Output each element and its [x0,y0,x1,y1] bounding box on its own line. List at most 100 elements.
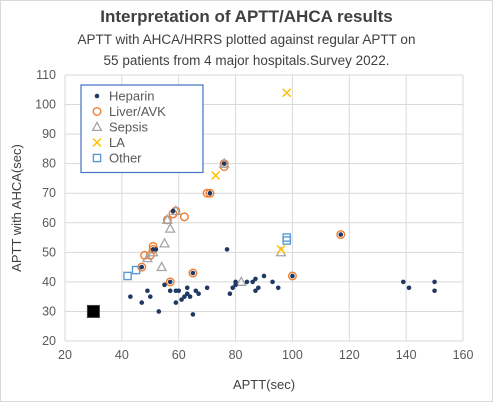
point-heparin [401,279,406,285]
point-heparin [230,285,236,291]
point-heparin [170,208,176,214]
point-heparin [227,291,233,297]
point-other [131,265,141,275]
point-liver-avk [179,212,189,222]
chart-subtitle-line-1: APTT with AHCA/HRRS plotted against regu… [77,32,416,47]
legend-label-liver-avk: Liver/AVK [109,104,166,119]
x-tick-label: 160 [453,348,474,362]
y-tick-label: 70 [42,186,56,200]
point-heparin [167,288,173,294]
point-sepsis [235,275,247,286]
point-other [282,233,292,242]
point-liver-avk [336,230,346,240]
point-heparin [233,282,238,288]
point-heparin [167,279,173,285]
y-tick-label: 50 [42,245,56,259]
point-heparin [156,309,162,314]
legend-marker-liver-avk [92,106,102,116]
x-axis-title: APTT(sec) [233,377,295,392]
point-sepsis [159,237,170,248]
point-heparin [275,285,281,291]
point-heparin [190,312,196,317]
x-tick-label: 140 [396,348,417,362]
point-heparin [145,288,150,294]
point-heparin [187,294,193,299]
x-tick-label: 120 [339,348,360,362]
point-sepsis [141,252,153,263]
point-sepsis [156,261,168,272]
point-la [211,170,221,181]
x-tick-label: 80 [229,348,243,362]
point-heparin [290,273,295,279]
y-tick-label: 20 [42,334,56,348]
point-heparin [193,288,199,294]
data-points [86,88,437,318]
y-tick-label: 30 [42,304,56,318]
point-heparin [221,161,227,166]
x-tick-label: 20 [58,348,72,362]
point-heparin [176,288,182,294]
legend-marker-other [92,153,102,163]
y-tick-label: 110 [36,68,56,82]
point-heparin [139,300,145,305]
y-tick-label: 90 [42,127,56,141]
x-tick-label: 100 [282,348,303,362]
y-tick-label: 40 [42,275,56,289]
point-heparin [244,279,250,285]
point-heparin [432,288,437,294]
point-heparin [261,273,267,279]
point-heparin [128,294,133,299]
point-heparin [270,279,275,285]
chart-title: Interpretation of APTT/AHCA results [100,7,393,26]
legend-label-other: Other [109,151,142,166]
y-axis-title: APTT with AHCA(sec) [9,144,24,272]
x-tick-label: 60 [172,348,186,362]
y-tick-label: 100 [35,98,56,112]
point-heparin [139,264,145,270]
point-heparin [184,285,190,291]
y-tick-label: 60 [42,216,56,230]
point-heparin [207,190,213,196]
legend-marker-la [92,137,102,148]
point-heparin [196,291,201,297]
point-sepsis [161,213,173,224]
tick-labels: 20 40 60 80 100 120 140 160 20 30 40 50 60 70 80 90 100 1… [35,68,473,362]
point-la [276,244,286,254]
point-heparin [190,270,196,276]
reference-square-marker [86,304,100,318]
point-heparin [432,279,437,285]
point-heparin [147,294,153,299]
y-tick-label: 80 [42,157,56,171]
point-liver-avk [165,277,175,287]
point-liver-avk [287,271,297,281]
point-heparin [153,247,159,252]
point-liver-avk [188,268,198,278]
legend-label-sepsis: Sepsis [109,120,149,135]
point-heparin [224,247,230,252]
point-sepsis [164,222,176,233]
legend-box [80,84,204,174]
point-other [123,271,132,281]
point-heparin [162,282,167,288]
point-liver-avk [205,188,215,198]
legend-marker-sepsis [91,121,103,132]
point-heparin [253,288,258,294]
point-heparin [253,276,258,282]
point-sepsis [147,246,159,257]
point-heparin [338,232,344,237]
point-heparin [250,279,255,285]
point-heparin [179,297,184,302]
x-tick-label: 40 [115,348,129,362]
legend-label-heparin: Heparin [109,89,155,104]
point-heparin [406,285,412,291]
legend-marker-heparin [94,93,100,99]
point-heparin [182,294,187,299]
point-heparin [184,291,190,297]
point-la [282,88,292,98]
point-heparin [204,285,210,291]
point-heparin [173,300,179,305]
legend-label-la: LA [109,135,125,150]
